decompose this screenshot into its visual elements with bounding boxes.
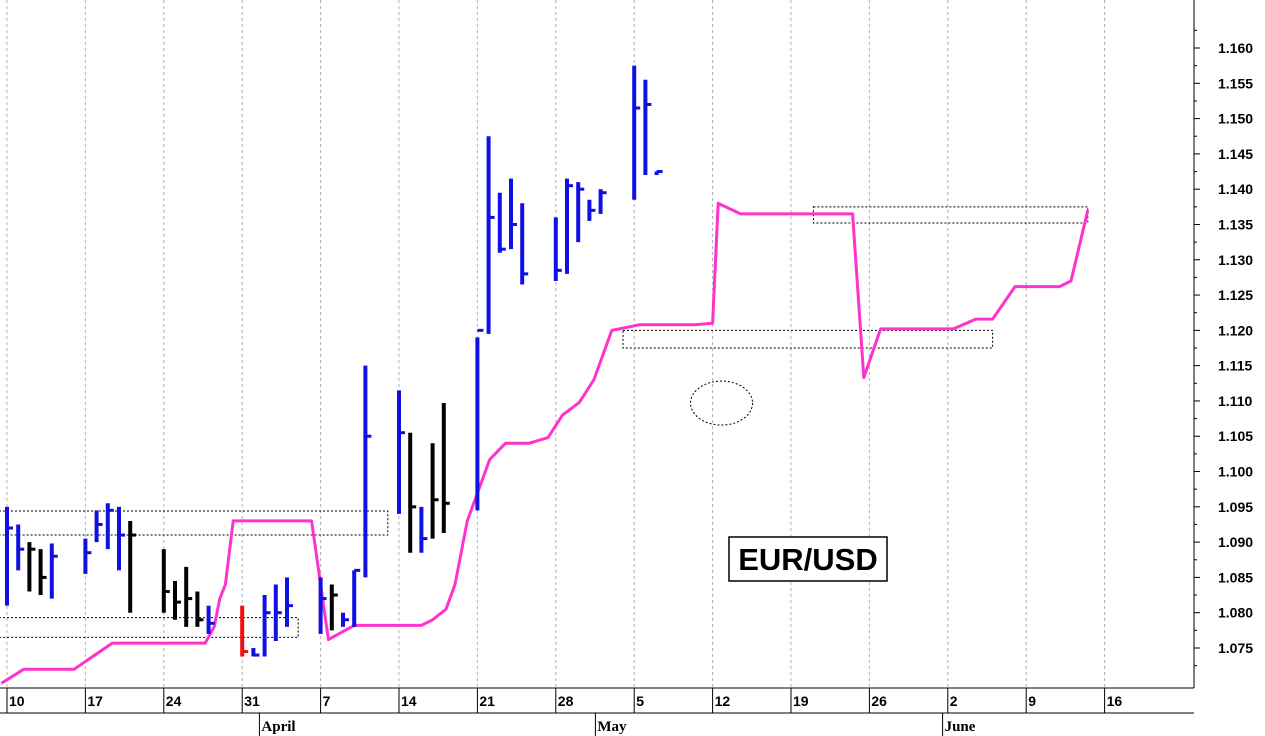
y-tick-label: 1.115 [1218,358,1252,374]
support-resistance-box [0,617,299,638]
ohlc-bar [240,605,249,657]
ohlc-bar [408,432,417,553]
ohlc-bar [587,199,596,221]
ohlc-bar [576,182,585,243]
indicator-series-line [0,201,1090,685]
ohlc-bar [105,503,114,550]
y-tick-label: 1.120 [1218,322,1253,338]
ohlc-bar [341,612,349,627]
x-tick-label: 19 [793,693,809,709]
ohlc-bar [318,577,327,634]
x-tick-label: 12 [715,693,731,709]
support-resistance-box [622,329,994,349]
x-tick-label: 14 [401,693,417,709]
ohlc-bar [94,510,103,543]
x-tick-label: 21 [479,693,495,709]
ohlc-bar [643,79,652,176]
x-tick-label: 10 [9,693,25,709]
ohlc-bar [553,217,562,281]
y-tick-label: 1.150 [1218,111,1253,127]
ohlc-bar [83,538,92,574]
ohlc-bar [419,506,428,553]
ohlc-bar [117,506,125,571]
x-tick-label: 5 [636,693,644,709]
month-label: June [945,719,976,735]
y-tick-label: 1.140 [1218,181,1253,197]
x-tick-label: 31 [244,693,260,709]
x-tick-label: 2 [950,693,958,709]
ohlc-bar [352,568,361,627]
ohlc-bar [654,170,663,176]
ohlc-bar [285,577,293,627]
ohlc-bar [397,390,405,514]
ohlc-bar [363,365,372,578]
ohlc-bar [251,648,260,657]
month-label: May [597,719,627,735]
ohlc-bar [38,549,47,596]
support-resistance-box [0,510,389,536]
ohlc-bar [206,605,215,634]
label-box [728,536,888,582]
ohlc-bar [49,543,58,599]
x-tick-label: 17 [87,693,103,709]
y-tick-label: 1.075 [1218,640,1253,656]
ohlc-bar [128,520,137,613]
ohlc-bar [632,65,641,200]
x-tick-label: 28 [558,693,574,709]
ohlc-bar [598,189,607,214]
ohlc-bar [497,192,506,253]
y-tick-label: 1.090 [1218,534,1253,550]
y-tick-label: 1.080 [1218,605,1253,621]
ohlc-bar [262,595,271,657]
ohlc-bar [16,524,25,571]
ohlc-bar [430,443,439,539]
month-label: April [261,719,295,735]
indicator-line [0,201,1090,685]
x-tick-label: 9 [1028,693,1036,709]
highlight-circle [690,380,754,426]
x-tick-label: 16 [1107,693,1123,709]
ohlc-bar [173,580,181,620]
y-tick-label: 1.160 [1218,40,1253,56]
y-tick-label: 1.155 [1218,75,1253,91]
ohlc-bar [475,328,484,511]
ohlc-bar [486,136,495,334]
ohlc-bar [27,542,36,592]
ohlc-bar [5,506,13,606]
ohlc-bar [509,178,517,250]
grid-lines [6,0,1106,688]
ohlc-bar [441,403,450,533]
y-tick-label: 1.095 [1218,499,1253,515]
y-tick-label: 1.135 [1218,216,1253,232]
ohlc-bar [565,178,573,274]
ohlc-bar [329,584,338,631]
ohlc-bar [184,566,193,627]
x-tick-label: 24 [166,693,182,709]
y-tick-label: 1.105 [1218,428,1253,444]
price-bars [5,65,663,657]
y-tick-label: 1.110 [1218,393,1252,409]
y-tick-label: 1.125 [1218,287,1253,303]
ohlc-bar [195,591,204,627]
ohlc-bar [161,549,170,613]
x-tick-label: 26 [871,693,887,709]
chart-label: EUR/USD [728,536,888,582]
y-tick-label: 1.130 [1218,252,1253,268]
y-tick-label: 1.145 [1218,146,1253,162]
chart-label-text: EUR/USD [738,542,878,577]
y-tick-label: 1.085 [1218,569,1253,585]
ohlc-bar [273,584,282,641]
y-tick-label: 1.100 [1218,464,1253,480]
ohlc-bar [520,203,529,285]
x-tick-label: 7 [323,693,331,709]
